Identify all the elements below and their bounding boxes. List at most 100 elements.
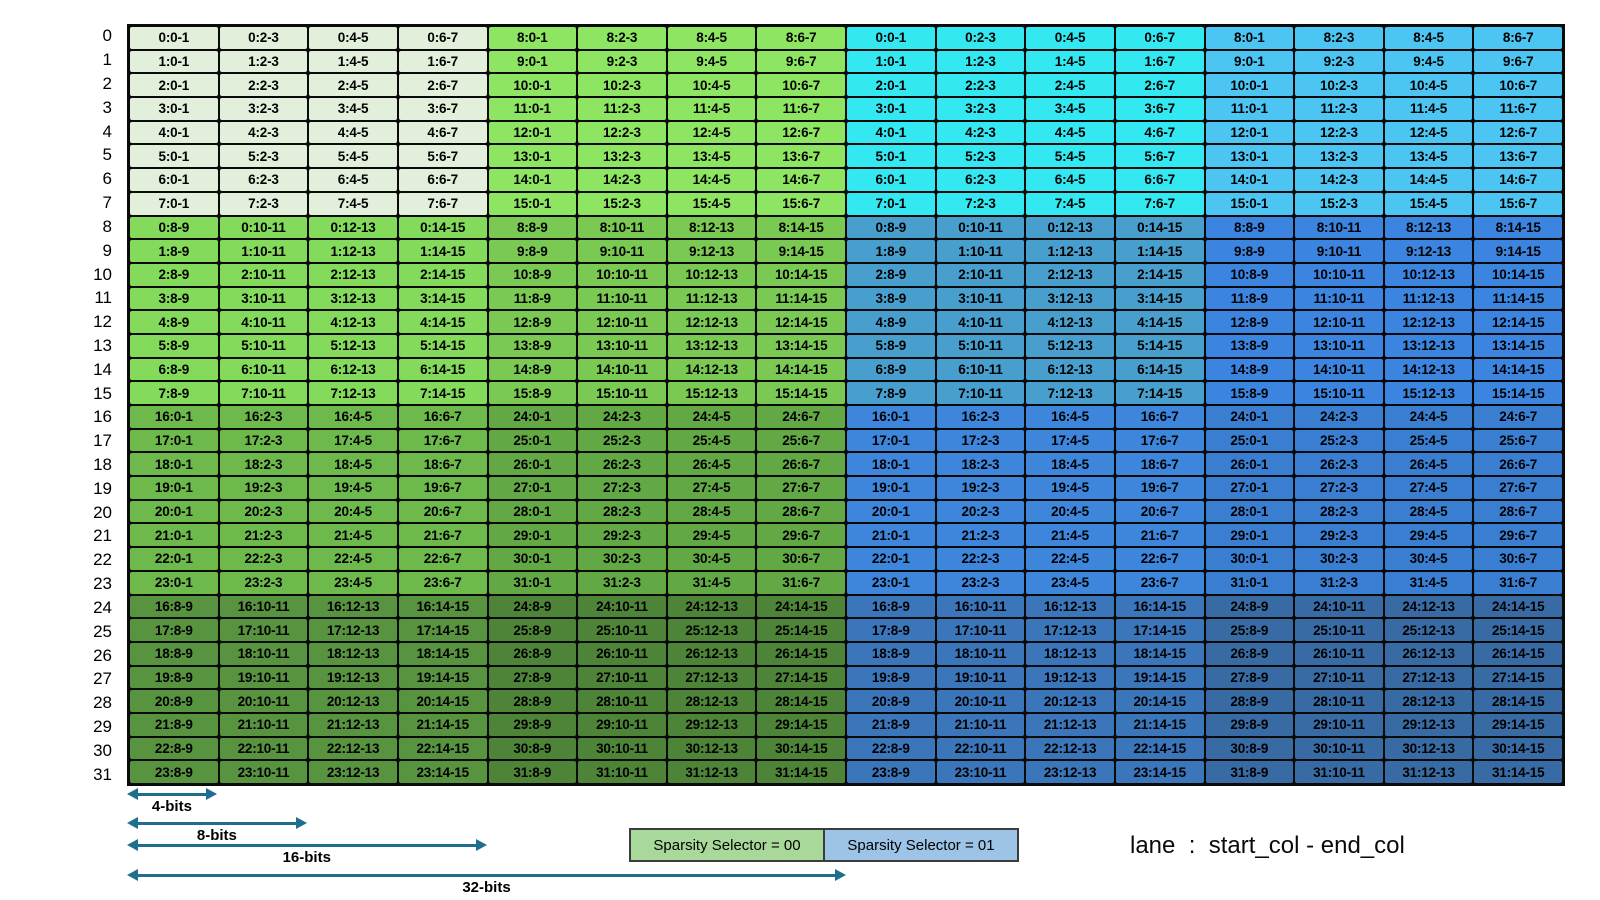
table-cell: 11:14-15 [757,287,845,310]
table-cell: 24:0-1 [488,406,577,428]
table-cell: 12:8-9 [488,311,577,333]
table-cell: 18:6-7 [1115,453,1204,476]
row-label: 31 [93,764,112,784]
table-cell: 3:2-3 [219,98,308,120]
table-cell: 0:2-3 [219,27,308,49]
table-cell: 10:12-13 [667,263,756,286]
table-cell: 27:8-9 [488,666,577,689]
table-cell: 24:10-11 [1295,595,1383,618]
table-cell: 1:8-9 [847,240,935,262]
table-cell: 26:10-11 [578,642,666,665]
table-cell: 28:8-9 [488,690,577,712]
table-cell: 19:6-7 [398,477,487,499]
table-cell: 2:6-7 [1115,74,1204,97]
table-cell: 28:4-5 [667,500,756,523]
table-cell: 14:14-15 [757,358,845,381]
table-cell: 9:8-9 [488,240,577,262]
table-cell: 10:8-9 [488,263,577,286]
table-cell: 8:4-5 [667,27,756,49]
table-cell: 4:6-7 [398,121,487,144]
table-cell: 2:2-3 [219,74,308,97]
table-cell: 31:0-1 [488,571,577,594]
table-cell: 17:14-15 [398,619,487,641]
table-cell: 9:0-1 [488,50,577,73]
table-cell: 22:10-11 [219,737,308,760]
table-cell: 12:10-11 [1295,311,1383,333]
table-cell: 4:4-5 [1026,121,1114,144]
table-cell: 21:6-7 [398,524,487,547]
table-cell: 1:6-7 [1115,50,1204,73]
table-cell: 27:14-15 [757,666,845,689]
table-cell: 0:2-3 [936,27,1025,49]
table-cell: 20:12-13 [309,690,397,712]
table-cell: 21:12-13 [1026,713,1114,736]
table-cell: 0:8-9 [847,216,935,239]
table-cell: 30:2-3 [1295,548,1383,570]
table-cell: 17:0-1 [130,429,218,452]
table-cell: 7:2-3 [936,192,1025,215]
table-cell: 5:4-5 [309,145,397,168]
table-cell: 9:2-3 [578,50,666,73]
table-cell: 23:2-3 [936,571,1025,594]
table-cell: 16:4-5 [309,406,397,428]
row-label: 17 [93,431,112,451]
table-cell: 12:10-11 [578,311,666,333]
table-cell: 6:0-1 [847,169,935,191]
table-cell: 26:8-9 [488,642,577,665]
table-cell: 4:0-1 [130,121,218,144]
table-cell: 13:0-1 [488,145,577,168]
table-cell: 6:14-15 [398,358,487,381]
table-cell: 3:10-11 [219,287,308,310]
table-cell: 5:14-15 [1115,334,1204,357]
table-cell: 29:2-3 [1295,524,1383,547]
table-cell: 14:2-3 [578,169,666,191]
table-cell: 27:10-11 [1295,666,1383,689]
table-cell: 18:12-13 [309,642,397,665]
table-cell: 8:10-11 [1295,216,1383,239]
table-cell: 26:10-11 [1295,642,1383,665]
table-cell: 12:12-13 [1384,311,1473,333]
table-cell: 26:2-3 [1295,453,1383,476]
table-cell: 25:4-5 [1384,429,1473,452]
row-label: 2 [102,74,112,94]
table-cell: 28:12-13 [667,690,756,712]
table-cell: 10:4-5 [1384,74,1473,97]
table-cell: 16:0-1 [847,406,935,428]
table-cell: 5:12-13 [1026,334,1114,357]
table-cell: 19:8-9 [130,666,218,689]
table-cell: 1:14-15 [1115,240,1204,262]
table-cell: 19:14-15 [398,666,487,689]
table-cell: 7:0-1 [130,192,218,215]
table-cell: 16:6-7 [1115,406,1204,428]
table-cell: 20:4-5 [309,500,397,523]
table-cell: 13:8-9 [488,334,577,357]
table-cell: 18:2-3 [936,453,1025,476]
table-cell: 17:4-5 [1026,429,1114,452]
table-cell: 0:6-7 [398,27,487,49]
table-cell: 26:4-5 [667,453,756,476]
table-cell: 18:10-11 [936,642,1025,665]
table-cell: 17:6-7 [1115,429,1204,452]
table-cell: 15:4-5 [1384,192,1473,215]
table-cell: 7:2-3 [219,192,308,215]
table-cell: 13:8-9 [1205,334,1294,357]
table-cell: 1:2-3 [219,50,308,73]
table-cell: 11:8-9 [1205,287,1294,310]
table-cell: 8:12-13 [1384,216,1473,239]
table-cell: 14:10-11 [1295,358,1383,381]
table-cell: 28:6-7 [757,500,845,523]
table-cell: 10:6-7 [1474,74,1562,97]
table-cell: 3:10-11 [936,287,1025,310]
table-cell: 2:12-13 [1026,263,1114,286]
table-cell: 28:6-7 [1474,500,1562,523]
table-cell: 21:14-15 [398,713,487,736]
table-cell: 10:10-11 [578,263,666,286]
table-cell: 27:12-13 [667,666,756,689]
table-cell: 7:14-15 [1115,382,1204,404]
table-cell: 2:6-7 [398,74,487,97]
table-cell: 3:2-3 [936,98,1025,120]
table-cell: 30:6-7 [757,548,845,570]
table-cell: 1:0-1 [847,50,935,73]
table-cell: 17:14-15 [1115,619,1204,641]
table-cell: 21:0-1 [130,524,218,547]
